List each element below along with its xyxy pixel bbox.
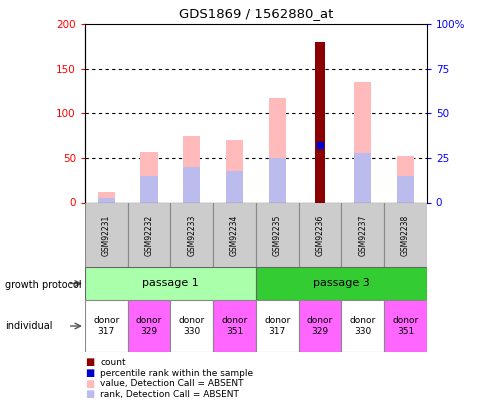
Text: GSM92236: GSM92236 — [315, 214, 324, 256]
Title: GDS1869 / 1562880_at: GDS1869 / 1562880_at — [178, 7, 333, 20]
Bar — [396, 156, 413, 202]
Bar — [97, 192, 115, 202]
Text: donor
329: donor 329 — [136, 316, 162, 336]
Bar — [298, 202, 341, 267]
Bar — [256, 267, 426, 300]
Bar — [212, 202, 256, 267]
Text: individual: individual — [5, 321, 52, 331]
Bar — [256, 300, 298, 352]
Text: GSM92232: GSM92232 — [144, 214, 153, 256]
Text: GSM92235: GSM92235 — [272, 214, 281, 256]
Text: donor
351: donor 351 — [221, 316, 247, 336]
Bar — [212, 300, 256, 352]
Bar — [268, 98, 285, 202]
Text: ■: ■ — [85, 389, 94, 399]
Text: ■: ■ — [85, 368, 94, 378]
Text: donor
330: donor 330 — [178, 316, 204, 336]
Text: count: count — [100, 358, 126, 367]
Text: GSM92234: GSM92234 — [229, 214, 239, 256]
Bar — [383, 300, 426, 352]
Bar — [341, 202, 383, 267]
Bar — [353, 153, 370, 202]
Bar — [183, 167, 200, 202]
Text: GSM92231: GSM92231 — [102, 214, 110, 256]
Text: donor
317: donor 317 — [93, 316, 119, 336]
Text: donor
330: donor 330 — [349, 316, 375, 336]
Bar — [256, 202, 298, 267]
Text: rank, Detection Call = ABSENT: rank, Detection Call = ABSENT — [100, 390, 239, 399]
Bar — [226, 171, 242, 202]
Text: GSM92233: GSM92233 — [187, 214, 196, 256]
Text: donor
351: donor 351 — [392, 316, 418, 336]
Text: value, Detection Call = ABSENT: value, Detection Call = ABSENT — [100, 379, 243, 388]
Bar — [341, 300, 383, 352]
Bar — [140, 176, 157, 202]
Bar — [226, 140, 242, 202]
Bar — [170, 300, 212, 352]
Bar — [396, 176, 413, 202]
Text: GSM92238: GSM92238 — [400, 214, 409, 256]
Bar — [85, 202, 127, 267]
Text: GSM92237: GSM92237 — [358, 214, 366, 256]
Bar — [353, 82, 370, 202]
Bar — [183, 136, 200, 202]
Text: percentile rank within the sample: percentile rank within the sample — [100, 369, 253, 377]
Bar — [97, 198, 115, 202]
Bar — [85, 267, 256, 300]
Text: ■: ■ — [85, 358, 94, 367]
Bar — [383, 202, 426, 267]
Bar — [170, 202, 212, 267]
Text: donor
329: donor 329 — [306, 316, 333, 336]
Bar — [127, 300, 170, 352]
Bar — [298, 300, 341, 352]
Bar — [268, 158, 285, 202]
Bar — [315, 42, 324, 202]
Text: passage 3: passage 3 — [312, 279, 369, 288]
Bar — [127, 202, 170, 267]
Text: growth protocol: growth protocol — [5, 280, 81, 290]
Bar — [140, 152, 157, 202]
Bar — [85, 300, 127, 352]
Text: donor
317: donor 317 — [264, 316, 290, 336]
Text: passage 1: passage 1 — [142, 279, 198, 288]
Text: ■: ■ — [85, 379, 94, 388]
